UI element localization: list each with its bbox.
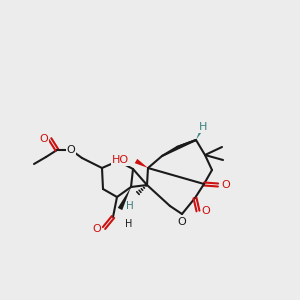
Polygon shape: [196, 126, 205, 140]
Text: O: O: [202, 206, 210, 216]
Text: O: O: [93, 224, 101, 234]
Text: O: O: [178, 217, 186, 227]
Text: O: O: [222, 180, 230, 190]
Text: O: O: [67, 145, 75, 155]
Text: H: H: [199, 122, 207, 132]
Text: H: H: [126, 201, 134, 211]
Text: HO: HO: [112, 155, 129, 165]
Polygon shape: [118, 187, 131, 210]
Text: O: O: [40, 134, 48, 144]
Text: H: H: [125, 219, 133, 229]
Polygon shape: [135, 159, 148, 168]
